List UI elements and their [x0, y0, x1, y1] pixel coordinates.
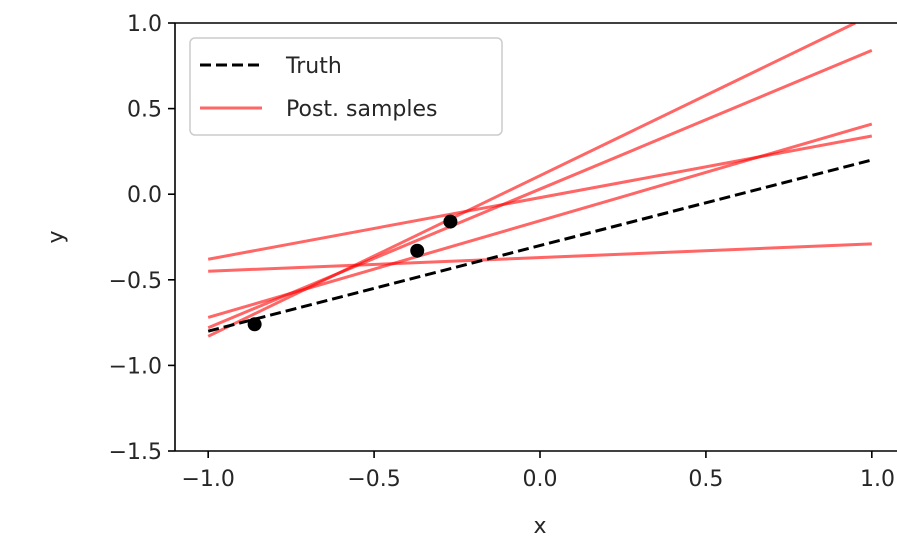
- y-tick-label: −1.0: [109, 354, 162, 379]
- x-tick-label: −0.5: [347, 467, 400, 492]
- posterior-sample-line-5: [207, 23, 856, 338]
- observation-point: [247, 317, 262, 332]
- y-tick-label: −1.5: [109, 440, 162, 465]
- axes: −1.0 −0.5 0.0 0.5 1.0 −1.5 −1.0 −0.5 0.0 0.5 1.0 x y: [44, 12, 897, 539]
- legend-label-truth: Truth: [285, 54, 342, 79]
- x-tick-label: 1.0: [860, 467, 895, 492]
- y-tick-label: 1.0: [127, 12, 162, 37]
- posterior-sample-line-3: [207, 122, 873, 319]
- data-layer: [207, 23, 873, 338]
- x-tick-label: 0.5: [688, 467, 723, 492]
- x-tick-label: 0.0: [523, 467, 558, 492]
- y-tick-label: 0.5: [127, 98, 162, 123]
- posterior-sample-line-2: [208, 242, 872, 273]
- observation-point: [410, 243, 425, 258]
- y-tick-label: −0.5: [109, 269, 162, 294]
- x-tick-label: −1.0: [181, 467, 234, 492]
- truth-line: [207, 158, 873, 333]
- x-axis-label: x: [533, 514, 546, 539]
- legend: Truth Post. samples: [189, 37, 503, 136]
- y-axis-label: y: [44, 230, 69, 243]
- y-tick-label: 0.0: [127, 183, 162, 208]
- legend-label-samples: Post. samples: [286, 97, 437, 122]
- observation-point: [443, 214, 458, 229]
- legend-box: [189, 37, 503, 136]
